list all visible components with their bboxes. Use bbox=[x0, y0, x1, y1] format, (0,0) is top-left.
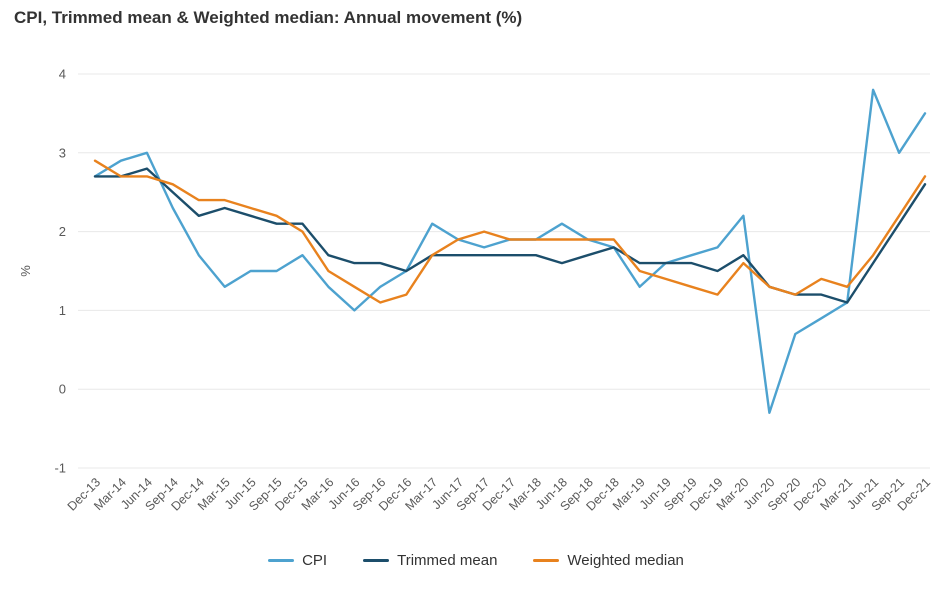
trimmed-mean-line bbox=[93, 167, 927, 304]
y-axis-title: % bbox=[18, 265, 33, 277]
y-tick-label: 2 bbox=[59, 224, 66, 239]
legend-label-cpi: CPI bbox=[302, 552, 328, 569]
legend-label-weighted-median: Weighted median bbox=[567, 552, 684, 569]
y-tick-label: 0 bbox=[59, 382, 66, 397]
weighted-median-line bbox=[93, 159, 927, 304]
y-tick-label: 1 bbox=[59, 303, 66, 318]
chart-legend: CPI Trimmed mean Weighted median bbox=[0, 552, 952, 569]
legend-item-weighted-median[interactable]: Weighted median bbox=[533, 552, 684, 569]
legend-item-trimmed-mean[interactable]: Trimmed mean bbox=[363, 552, 497, 569]
legend-item-cpi[interactable]: CPI bbox=[268, 552, 327, 569]
weighted-median-line-swatch-icon bbox=[533, 559, 560, 562]
y-tick-label: 3 bbox=[59, 145, 66, 160]
y-tick-label: -1 bbox=[54, 461, 66, 476]
cpi-line bbox=[93, 88, 927, 414]
cpi-line-swatch-icon bbox=[268, 559, 295, 562]
legend-label-trimmed-mean: Trimmed mean bbox=[397, 552, 498, 569]
y-tick-label: 4 bbox=[59, 67, 66, 82]
trimmed-mean-line-swatch-icon bbox=[363, 559, 390, 562]
chart-title: CPI, Trimmed mean & Weighted median: Ann… bbox=[14, 8, 523, 27]
